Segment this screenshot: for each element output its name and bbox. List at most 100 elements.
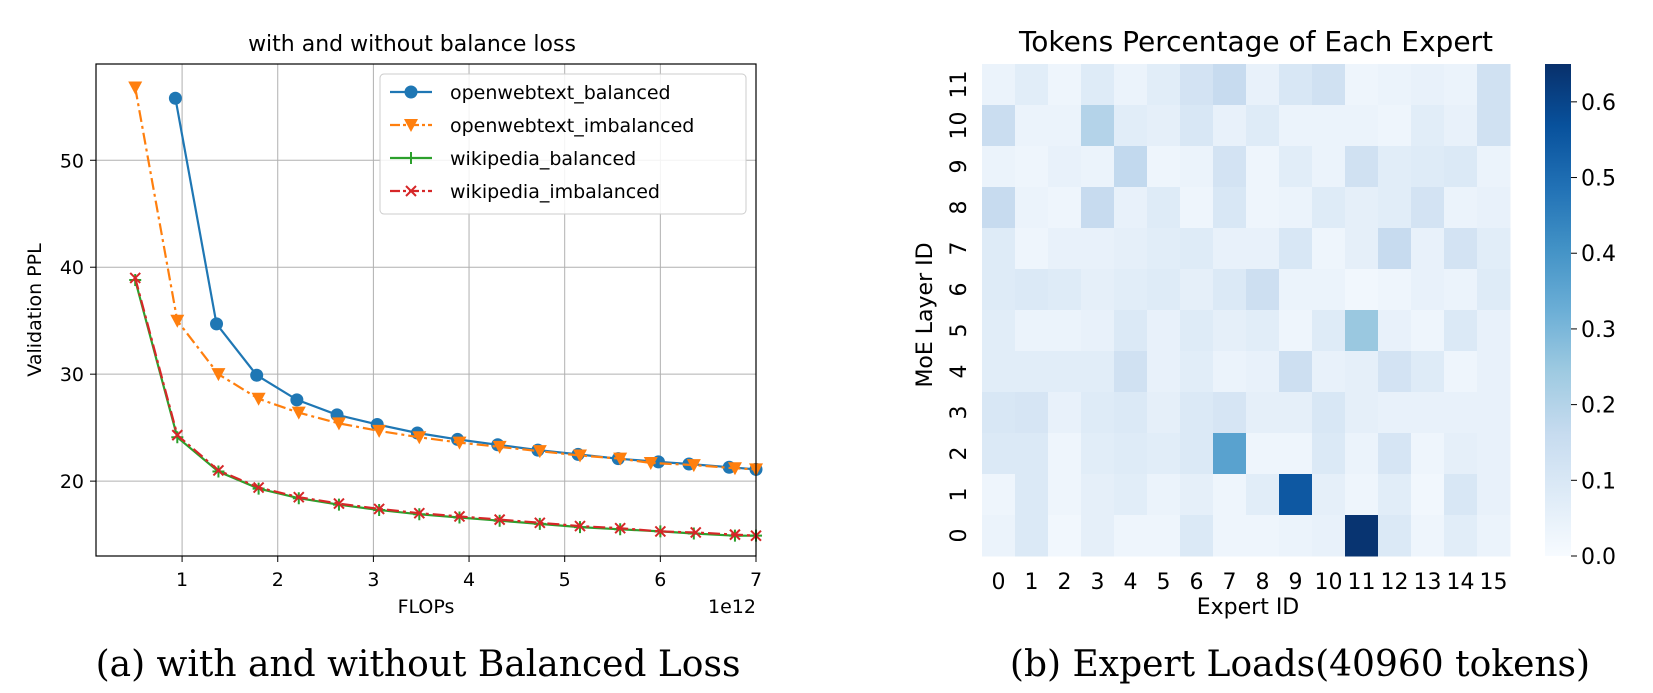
heatmap-cell: [1279, 433, 1313, 475]
line-chart-y-ticks: 20 30 40 50: [60, 150, 96, 493]
heatmap-cell: [1378, 187, 1412, 229]
heatmap-y-axis-label: MoE Layer ID: [913, 242, 938, 387]
heatmap-cell: [1444, 64, 1478, 106]
heatmap-cell: [1312, 474, 1346, 516]
heatmap-cell: [1081, 515, 1115, 557]
legend-entry: openwebtext_balanced: [390, 82, 671, 104]
data-point: [534, 517, 546, 529]
heatmap-cell: [1147, 64, 1181, 106]
heatmap-cell: [1015, 515, 1049, 557]
heatmap-cell: [1444, 269, 1478, 311]
data-point: [654, 525, 667, 538]
legend-box: [379, 73, 747, 215]
heatmap-cell: [1411, 474, 1445, 516]
heatmap-cell: [1180, 64, 1214, 106]
line-chart-y-axis-label: Validation PPL: [24, 243, 46, 377]
heatmap-cell: [1015, 64, 1049, 106]
heatmap-cell: [1048, 433, 1082, 475]
data-point: [613, 452, 628, 466]
heatmap-cell: [1378, 351, 1412, 393]
data-point: [170, 314, 185, 328]
heatmap-cell: [1411, 105, 1445, 147]
line-chart-panel: with and without balance loss 1 2 3 4 5 6 7 20…: [24, 32, 763, 685]
heatmap-cell: [1081, 228, 1115, 270]
data-point: [614, 522, 626, 534]
heatmap-cell: [1246, 433, 1280, 475]
colorbar-tick-label: 0.1: [1581, 469, 1616, 494]
data-point: [291, 406, 306, 420]
heatmap-cell: [1081, 187, 1115, 229]
heatmap-cell: [1378, 433, 1412, 475]
data-point: [210, 317, 224, 331]
heatmap-cell: [1312, 64, 1346, 106]
heatmap-y-tick-label: 0: [947, 529, 972, 543]
heatmap-x-tick-label: 5: [1157, 570, 1171, 595]
heatmap-caption: (b) Expert Loads(40960 tokens): [1010, 644, 1590, 685]
heatmap-cell: [1345, 269, 1379, 311]
heatmap-cell: [1411, 146, 1445, 188]
legend-label: openwebtext_balanced: [450, 82, 671, 104]
heatmap-cell: [1015, 433, 1049, 475]
series-line: [134, 279, 756, 537]
heatmap-cell: [1345, 64, 1379, 106]
heatmap-cell: [1444, 105, 1478, 147]
heatmap-cell: [1246, 228, 1280, 270]
heatmap-cell: [1312, 515, 1346, 557]
heatmap-cell: [1213, 474, 1247, 516]
line-chart-x-axis-label: FLOPs: [398, 596, 455, 618]
legend-label: wikipedia_imbalanced: [450, 181, 660, 203]
heatmap-cell: [1345, 105, 1379, 147]
heatmap-cell: [1246, 515, 1280, 557]
x-tick-label: 3: [367, 569, 379, 591]
heatmap-cell: [1312, 310, 1346, 352]
heatmap-cell: [1114, 310, 1148, 352]
heatmap-y-tick-label: 5: [947, 324, 972, 338]
heatmap-cell: [1477, 269, 1511, 311]
series-wikipedia_imbalanced: [129, 272, 762, 542]
series-line: [174, 98, 757, 471]
heatmap-y-tick-label: 11: [947, 71, 972, 99]
heatmap-cell: [1312, 146, 1346, 188]
heatmap-cell: [1411, 310, 1445, 352]
heatmap-cell: [1444, 146, 1478, 188]
data-point: [293, 491, 305, 503]
colorbar-tick-label: 0.4: [1581, 242, 1616, 267]
data-point: [532, 445, 547, 459]
heatmap-x-ticks: 0 1 2 3 4 5 6 7 8 9 10 11 12 13 14 15: [992, 570, 1508, 595]
heatmap-cell: [1147, 351, 1181, 393]
heatmap-cell: [1246, 64, 1280, 106]
series-line: [134, 277, 757, 537]
heatmap-cell: [1246, 392, 1280, 434]
heatmap-y-tick-label: 9: [947, 160, 972, 174]
heatmap-cell: [1081, 351, 1115, 393]
heatmap-cell: [1411, 64, 1445, 106]
heatmap-cell: [1378, 515, 1412, 557]
legend-entry: wikipedia_imbalanced: [390, 181, 660, 203]
heatmap-cell: [1444, 351, 1478, 393]
heatmap-cell: [1246, 105, 1280, 147]
heatmap-cell: [1279, 228, 1313, 270]
heatmap-cell: [1279, 474, 1313, 516]
data-point: [452, 436, 467, 450]
data-point: [574, 520, 586, 532]
colorbar-gradient: [1545, 64, 1571, 556]
heatmap-cell: [1048, 392, 1082, 434]
heatmap-cell: [1213, 269, 1247, 311]
heatmap-cell: [982, 105, 1016, 147]
heatmap-cell: [1213, 392, 1247, 434]
heatmap-x-tick-label: 8: [1256, 570, 1270, 595]
heatmap-cell: [1312, 392, 1346, 434]
heatmap-cell: [1048, 64, 1082, 106]
heatmap-cell: [1015, 228, 1049, 270]
heatmap-cell: [1015, 187, 1049, 229]
heatmap-x-axis-label: Expert ID: [1197, 595, 1300, 620]
heatmap-cell: [1048, 146, 1082, 188]
heatmap-cell: [1411, 228, 1445, 270]
heatmap-y-tick-label: 4: [947, 365, 972, 379]
heatmap-cell: [1444, 515, 1478, 557]
heatmap-x-tick-label: 14: [1447, 570, 1475, 595]
heatmap-x-tick-label: 15: [1480, 570, 1508, 595]
colorbar-tick-label: 0.6: [1581, 91, 1616, 116]
heatmap-cell: [1081, 269, 1115, 311]
